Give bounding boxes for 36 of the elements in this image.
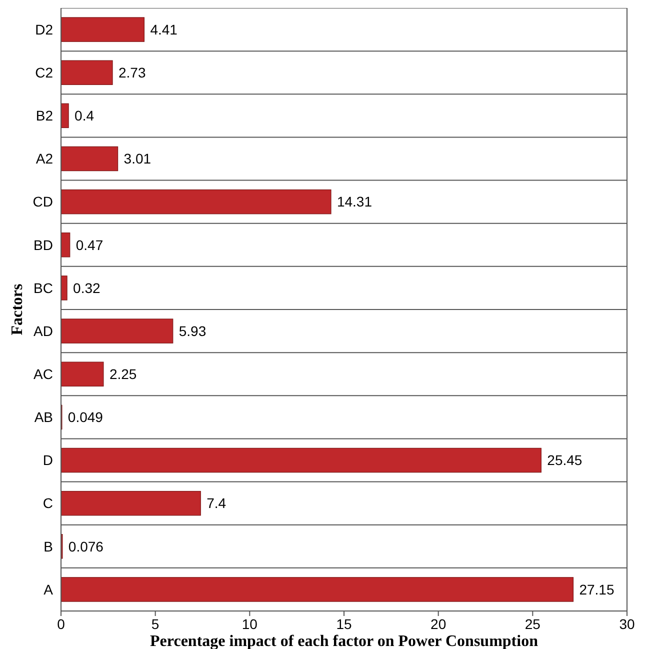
data-label: 14.31 — [336, 194, 372, 210]
y-tick-label: D — [42, 452, 53, 468]
y-axis-title: Factors — [9, 284, 26, 336]
data-label: 0.32 — [73, 280, 100, 296]
data-label: 3.01 — [124, 150, 152, 167]
data-label: 2.73 — [118, 64, 146, 81]
y-tick-label: AD — [34, 322, 53, 339]
y-tick-label: CD — [32, 194, 53, 210]
y-tick-label: B2 — [36, 108, 54, 124]
y-tick-label: A2 — [36, 150, 54, 167]
x-tick-label: 30 — [619, 616, 635, 632]
x-tick-label: 0 — [57, 616, 66, 632]
x-tick-label: 20 — [430, 616, 446, 632]
x-tick-label: 15 — [336, 616, 352, 632]
y-tick-label: AB — [34, 409, 53, 426]
x-tick-label: 10 — [242, 616, 258, 632]
data-label: 0.049 — [68, 409, 104, 426]
y-tick-label: BD — [34, 236, 53, 253]
data-label: 25.45 — [547, 452, 582, 468]
y-tick-label: D2 — [35, 21, 54, 38]
y-tick-label: B — [44, 538, 53, 554]
data-label: 0.076 — [68, 538, 104, 554]
y-tick-label: C — [42, 495, 53, 512]
x-tick-label: 25 — [524, 616, 541, 632]
y-tick-label: AC — [34, 366, 53, 382]
x-tick-label: 5 — [151, 616, 160, 632]
data-label: 7.4 — [206, 495, 226, 512]
y-tick-label: C2 — [35, 64, 54, 81]
data-label: 5.93 — [178, 322, 206, 339]
data-label: 0.4 — [74, 108, 94, 124]
y-tick-label: BC — [34, 280, 53, 296]
data-label: 4.41 — [150, 21, 178, 38]
y-tick-label: A — [44, 581, 54, 598]
data-label: 27.15 — [579, 581, 614, 598]
data-label: 2.25 — [109, 366, 137, 382]
data-label: 0.47 — [76, 236, 104, 253]
